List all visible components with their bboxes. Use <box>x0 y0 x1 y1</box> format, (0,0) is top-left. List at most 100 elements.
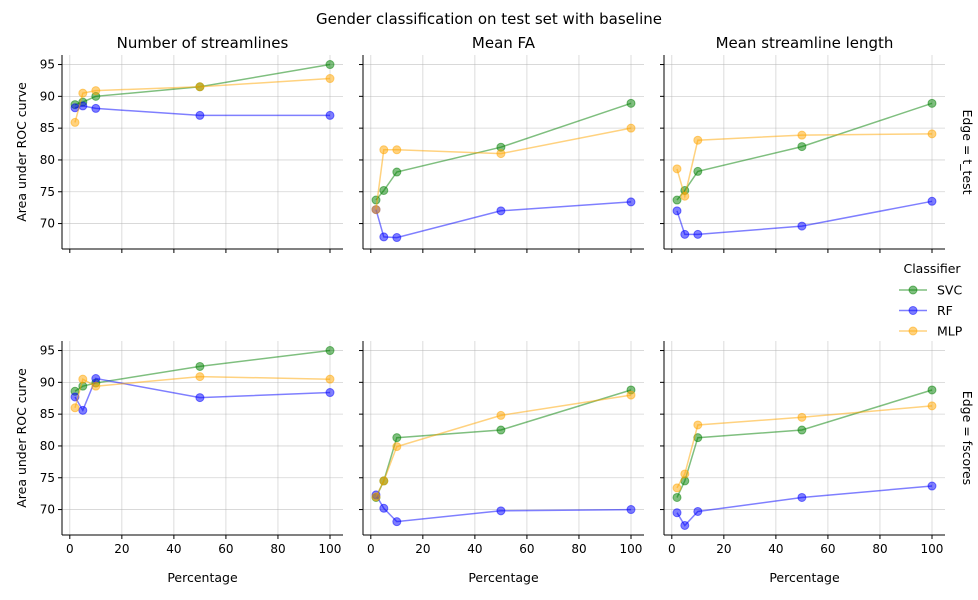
series-line-svc <box>676 102 933 201</box>
col-title: Mean streamline length <box>716 34 894 52</box>
x-tick-label: 60 <box>820 542 835 556</box>
legend-label: MLP <box>937 324 963 339</box>
data-point-rf <box>195 110 205 120</box>
data-point-mlp <box>797 130 807 140</box>
panels: 70 75 80 85 90 95 Number of streamlines Area un… <box>14 34 975 585</box>
legend-marker <box>908 326 918 336</box>
panel-number-of-streamlines-edge-t-test: 70 75 80 85 90 95 Number of streamlines Area un… <box>14 34 343 253</box>
data-point-mlp <box>626 390 636 400</box>
legend-item-svc: SVC <box>899 283 962 298</box>
panel-number-of-streamlines-edge-fscores: 0 20 40 60 80 100 70 75 80 85 90 95 Area under ROC c… <box>14 341 343 585</box>
x-axis-label: Percentage <box>468 570 539 585</box>
x-tick-label: 40 <box>768 542 783 556</box>
legend-title: Classifier <box>903 261 961 276</box>
x-tick-label: 100 <box>620 542 643 556</box>
x-tick-label: 80 <box>571 542 586 556</box>
panel-mean-fa-edge-t-test: Mean FA <box>359 34 644 253</box>
data-point-svc <box>693 166 703 176</box>
data-point-svc <box>927 98 937 108</box>
data-point-svc <box>496 425 506 435</box>
data-point-svc <box>672 492 682 502</box>
data-point-mlp <box>78 88 88 98</box>
data-point-mlp <box>392 442 402 452</box>
data-point-mlp <box>70 117 80 127</box>
y-tick-label: 70 <box>40 503 55 517</box>
row-title: Edge = fscores <box>960 391 975 485</box>
chart-suptitle: Gender classification on test set with b… <box>316 10 662 28</box>
legend-item-mlp: MLP <box>899 324 963 339</box>
data-point-rf <box>379 232 389 242</box>
series-line-svc <box>375 389 632 498</box>
legend-marker <box>908 306 918 315</box>
row-title: Edge = t_test <box>960 109 975 194</box>
legend-label: RF <box>937 303 953 318</box>
y-tick-label: 70 <box>40 217 55 231</box>
y-tick-label: 95 <box>40 344 55 358</box>
data-point-rf <box>626 505 636 515</box>
data-point-rf <box>195 393 205 403</box>
legend-marker <box>908 285 918 295</box>
data-point-mlp <box>371 492 381 502</box>
data-point-rf <box>91 103 101 113</box>
data-point-rf <box>496 506 506 516</box>
data-point-mlp <box>693 135 703 145</box>
y-tick-label: 85 <box>40 407 55 421</box>
x-axis-label: Percentage <box>167 570 238 585</box>
data-point-rf <box>325 110 335 120</box>
data-point-mlp <box>195 82 205 92</box>
legend: Classifier SVC RF MLP <box>899 261 963 339</box>
data-point-mlp <box>496 149 506 159</box>
data-point-mlp <box>680 469 690 479</box>
data-point-mlp <box>496 410 506 420</box>
data-point-rf <box>680 229 690 239</box>
x-tick-label: 20 <box>415 542 430 556</box>
y-tick-label: 75 <box>40 185 55 199</box>
x-tick-label: 60 <box>218 542 233 556</box>
y-axis-label: Area under ROC curve <box>14 82 29 222</box>
x-tick-label: 20 <box>114 542 129 556</box>
y-tick-label: 90 <box>40 375 55 389</box>
data-point-mlp <box>70 403 80 413</box>
data-point-rf <box>672 508 682 518</box>
data-point-svc <box>379 185 389 195</box>
data-point-mlp <box>91 86 101 96</box>
data-point-svc <box>392 167 402 177</box>
data-point-rf <box>325 388 335 398</box>
data-point-svc <box>626 98 636 108</box>
data-point-mlp <box>626 123 636 133</box>
data-point-rf <box>927 481 937 491</box>
series-line-svc <box>676 389 933 498</box>
y-axis-label: Area under ROC curve <box>14 368 29 508</box>
series-line-rf <box>676 485 933 527</box>
data-point-rf <box>797 221 807 231</box>
data-point-mlp <box>371 205 381 215</box>
col-title: Mean FA <box>472 34 536 52</box>
legend-label: SVC <box>937 283 962 298</box>
x-tick-label: 0 <box>668 542 676 556</box>
panel-mean-fa-edge-fscores: 0 20 40 60 80 100 Percentage <box>359 341 644 585</box>
data-point-mlp <box>379 476 389 486</box>
data-point-rf <box>680 520 690 530</box>
data-point-svc <box>392 433 402 443</box>
x-tick-label: 80 <box>270 542 285 556</box>
data-point-mlp <box>325 74 335 84</box>
y-tick-label: 80 <box>40 439 55 453</box>
data-point-mlp <box>195 372 205 382</box>
data-point-mlp <box>392 145 402 155</box>
data-point-rf <box>693 506 703 516</box>
y-tick-label: 80 <box>40 153 55 167</box>
data-point-mlp <box>379 145 389 155</box>
data-point-rf <box>496 206 506 216</box>
x-tick-label: 100 <box>921 542 944 556</box>
x-tick-label: 20 <box>716 542 731 556</box>
data-point-mlp <box>672 483 682 493</box>
data-point-mlp <box>927 129 937 139</box>
x-tick-label: 100 <box>319 542 342 556</box>
data-point-mlp <box>325 374 335 384</box>
panel-mean-streamline-length-edge-t-test: Mean streamline length Edge = t_test <box>660 34 975 253</box>
series-line-mlp <box>375 127 632 210</box>
data-point-svc <box>371 195 381 205</box>
data-point-svc <box>797 425 807 435</box>
data-point-mlp <box>797 412 807 422</box>
